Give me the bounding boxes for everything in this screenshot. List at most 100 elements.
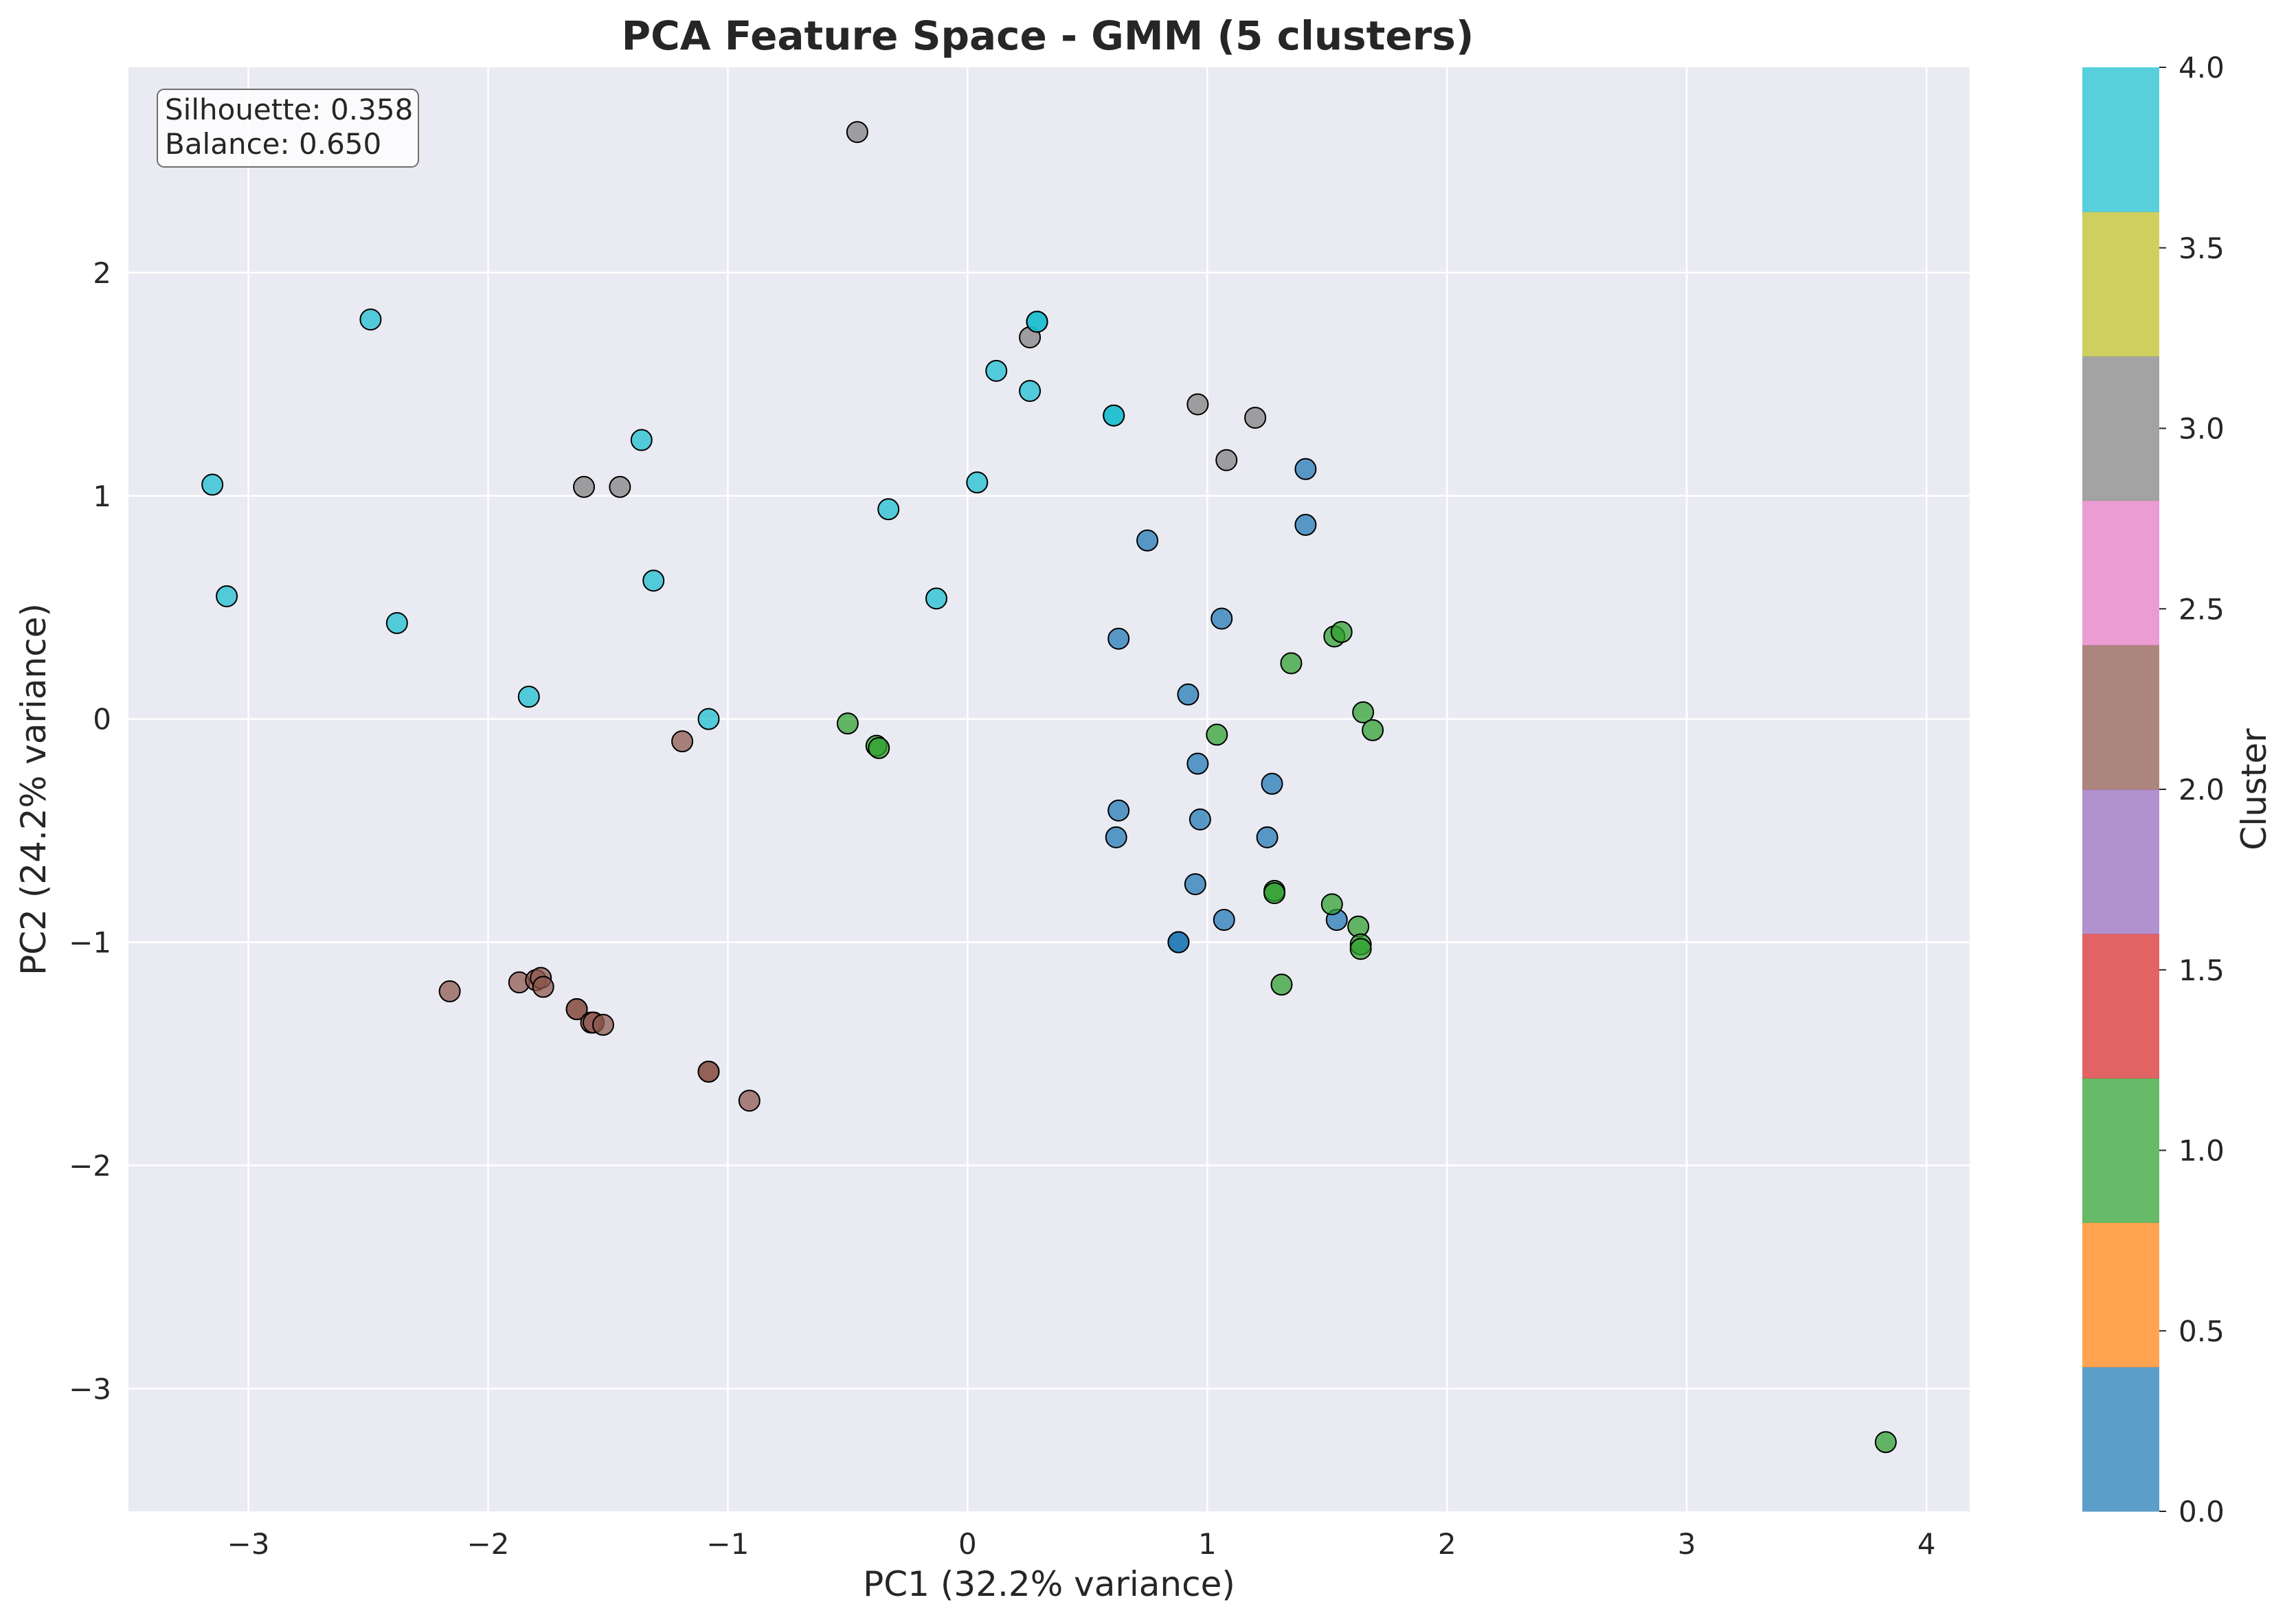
data-point-cluster-4	[630, 429, 653, 451]
data-point-cluster-2	[532, 975, 554, 998]
colorbar-tick-label: 3.0	[2179, 412, 2225, 446]
data-point-cluster-1	[1330, 620, 1353, 643]
colorbar-tick-label: 3.5	[2179, 232, 2225, 265]
x-tick-label: 0	[958, 1527, 977, 1561]
colorbar-tick-label: 0.5	[2179, 1314, 2225, 1348]
colorbar-segment	[2082, 500, 2159, 646]
data-point-cluster-3	[1244, 407, 1267, 429]
colorbar-segment	[2082, 1078, 2159, 1223]
colorbar-segment	[2082, 934, 2159, 1079]
colorbar-tick-label: 2.0	[2179, 773, 2225, 807]
data-point-cluster-0	[1184, 873, 1206, 896]
colorbar: 0.0 0.5 1.0 1.5 2.0 2.5 3.0 3.5 4.0	[2082, 51, 2225, 1529]
data-point-cluster-2	[438, 980, 461, 1003]
colorbar-segment	[2082, 1222, 2159, 1368]
data-point-cluster-4	[966, 471, 989, 494]
x-tick-label: −1	[706, 1527, 749, 1561]
data-point-cluster-2	[697, 1060, 720, 1083]
data-point-cluster-4	[877, 498, 900, 521]
data-point-cluster-1	[836, 712, 859, 735]
data-point-cluster-4	[216, 585, 238, 607]
data-point-cluster-1	[1320, 893, 1343, 916]
stats-annotation-box	[157, 89, 419, 168]
stats-annotation: Silhouette: 0.358 Balance: 0.650	[157, 89, 419, 168]
data-point-cluster-4	[201, 473, 224, 496]
data-point-cluster-0	[1213, 909, 1235, 932]
x-tick-label: −2	[466, 1527, 509, 1561]
colorbar-segment	[2082, 67, 2159, 212]
colorbar-title: Cluster	[2234, 728, 2274, 850]
data-point-cluster-3	[609, 475, 631, 498]
grid	[128, 67, 1970, 1511]
data-point-cluster-1	[1874, 1431, 1897, 1454]
data-point-cluster-4	[385, 611, 408, 634]
data-point-cluster-2	[671, 730, 694, 753]
data-point-cluster-4	[1103, 404, 1125, 427]
colorbar-segment	[2082, 212, 2159, 357]
y-tick-label: −3	[69, 1372, 111, 1406]
data-point-cluster-0	[1107, 627, 1130, 650]
data-point-cluster-0	[1105, 826, 1127, 848]
data-point-cluster-0	[1256, 826, 1279, 848]
data-point-cluster-3	[846, 121, 868, 144]
y-axis-title: PC2 (24.2% variance)	[14, 603, 54, 975]
data-point-cluster-4	[925, 587, 947, 610]
data-point-cluster-0	[1186, 752, 1209, 775]
data-point-cluster-0	[1294, 458, 1317, 480]
data-point-cluster-0	[1177, 683, 1200, 706]
data-point-cluster-3	[573, 475, 596, 498]
data-point-cluster-1	[1280, 652, 1303, 675]
data-point-cluster-0	[1294, 514, 1317, 537]
data-point-cluster-1	[1349, 938, 1372, 960]
data-point-cluster-4	[642, 569, 665, 592]
colorbar-tick-label: 1.0	[2179, 1134, 2225, 1168]
data-point-cluster-3	[1215, 449, 1238, 471]
plot-area	[128, 67, 1970, 1511]
data-point-cluster-1	[1352, 701, 1375, 723]
x-tick-label: 1	[1198, 1527, 1217, 1561]
data-point-cluster-0	[1211, 607, 1233, 630]
data-point-cluster-4	[697, 708, 720, 730]
data-point-cluster-0	[1167, 931, 1190, 954]
data-point-cluster-4	[359, 308, 382, 331]
x-tick-label: −3	[227, 1527, 270, 1561]
y-tick-label: 2	[93, 256, 111, 290]
x-tick-label: 4	[1917, 1527, 1936, 1561]
data-point-cluster-0	[1136, 529, 1159, 552]
colorbar-tick-label: 0.0	[2179, 1495, 2225, 1529]
y-tick-label: −1	[69, 926, 111, 960]
x-axis-title: PC1 (32.2% variance)	[863, 1564, 1235, 1604]
data-points	[201, 121, 1897, 1454]
data-point-cluster-1	[1362, 719, 1384, 741]
data-point-cluster-2	[592, 1013, 614, 1036]
colorbar-tick-label: 1.5	[2179, 954, 2225, 987]
y-tick-label: 0	[93, 703, 111, 736]
data-point-cluster-1	[1270, 973, 1293, 996]
data-point-cluster-1	[868, 736, 890, 759]
data-point-cluster-2	[738, 1090, 761, 1112]
y-axis: −3 −2 −1 0 1 2	[69, 256, 111, 1406]
data-point-cluster-1	[1206, 723, 1228, 746]
data-point-cluster-0	[1261, 772, 1283, 795]
y-tick-label: 1	[93, 480, 111, 513]
data-point-cluster-0	[1189, 808, 1211, 831]
silhouette-score: Silhouette: 0.358	[165, 93, 413, 126]
balance-score: Balance: 0.650	[165, 127, 381, 161]
colorbar-tick-label: 2.5	[2179, 592, 2225, 626]
data-point-cluster-0	[1107, 799, 1130, 822]
data-point-cluster-4	[517, 686, 540, 708]
data-point-cluster-4	[985, 359, 1008, 382]
data-point-cluster-1	[1263, 882, 1286, 905]
x-tick-label: 3	[1678, 1527, 1696, 1561]
y-tick-label: −2	[69, 1149, 111, 1182]
data-point-cluster-4	[1026, 311, 1048, 333]
x-axis: −3 −2 −1 0 1 2 3 4	[227, 1527, 1936, 1561]
x-tick-label: 2	[1438, 1527, 1456, 1561]
colorbar-segment	[2082, 789, 2159, 934]
data-point-cluster-3	[1186, 393, 1209, 416]
colorbar-segment	[2082, 1366, 2159, 1512]
data-point-cluster-2	[565, 998, 588, 1021]
colorbar-tick-label: 4.0	[2179, 51, 2225, 84]
data-point-cluster-4	[1019, 380, 1042, 403]
